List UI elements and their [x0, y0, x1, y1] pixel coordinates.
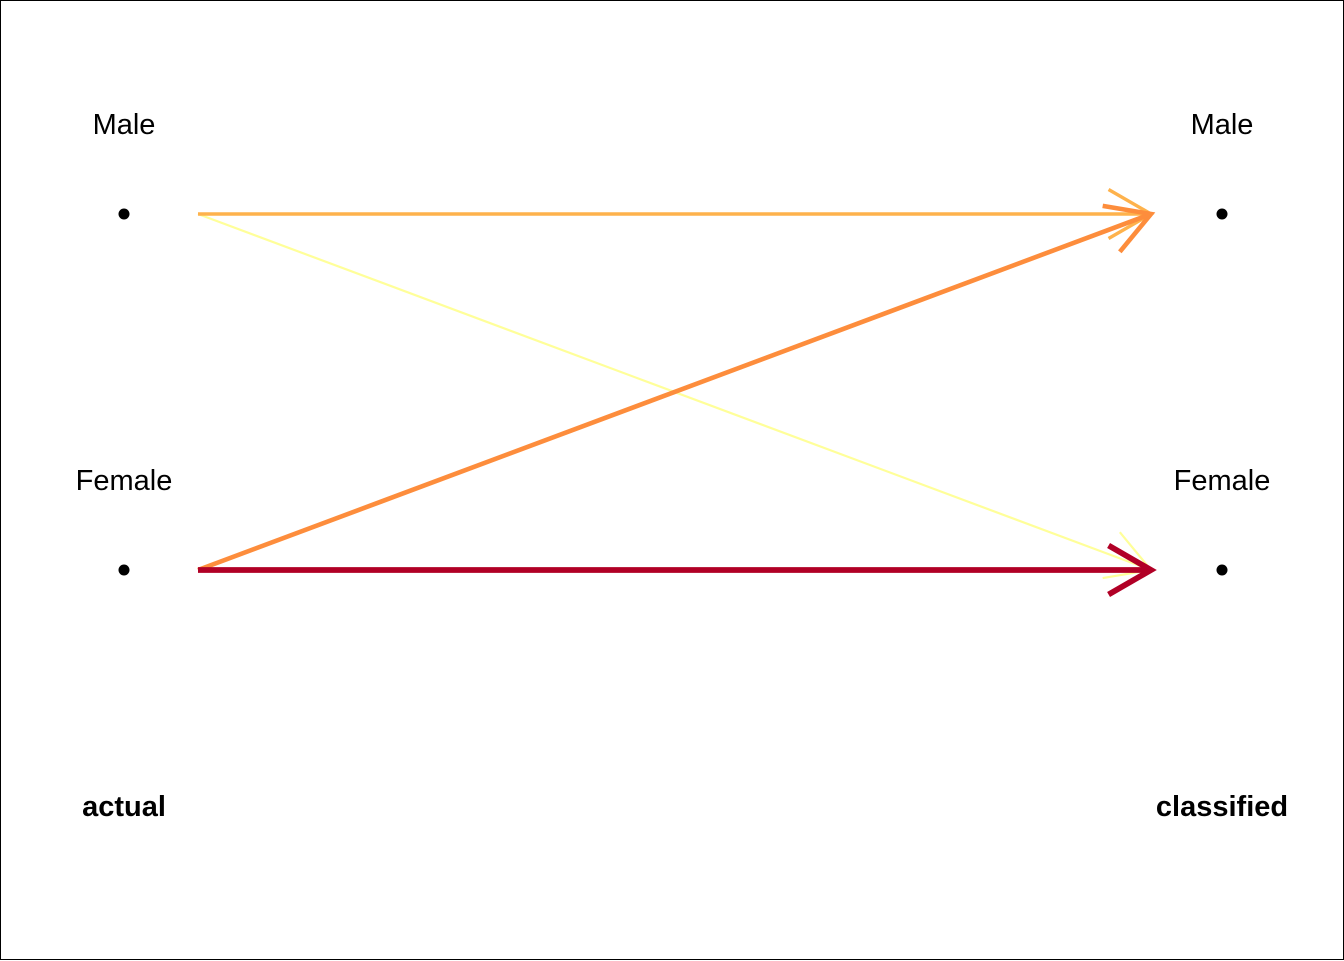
flow-arrow-female-to-male	[197, 203, 1156, 573]
flow-arrow-female-to-female	[198, 542, 1157, 598]
classified-female-label: Female	[1173, 465, 1271, 497]
actual-male-dot	[118, 208, 130, 220]
classified-heading: classified	[1155, 791, 1289, 823]
actual-female-dot	[118, 564, 130, 576]
actual-heading: actual	[82, 791, 166, 823]
actual-male-label: Male	[92, 109, 156, 141]
flow-arrow-male-to-male	[198, 188, 1155, 240]
classified-female-dot	[1216, 564, 1228, 576]
classified-male-dot	[1216, 208, 1228, 220]
classified-male-label: Male	[1190, 109, 1254, 141]
actual-female-label: Female	[75, 465, 173, 497]
